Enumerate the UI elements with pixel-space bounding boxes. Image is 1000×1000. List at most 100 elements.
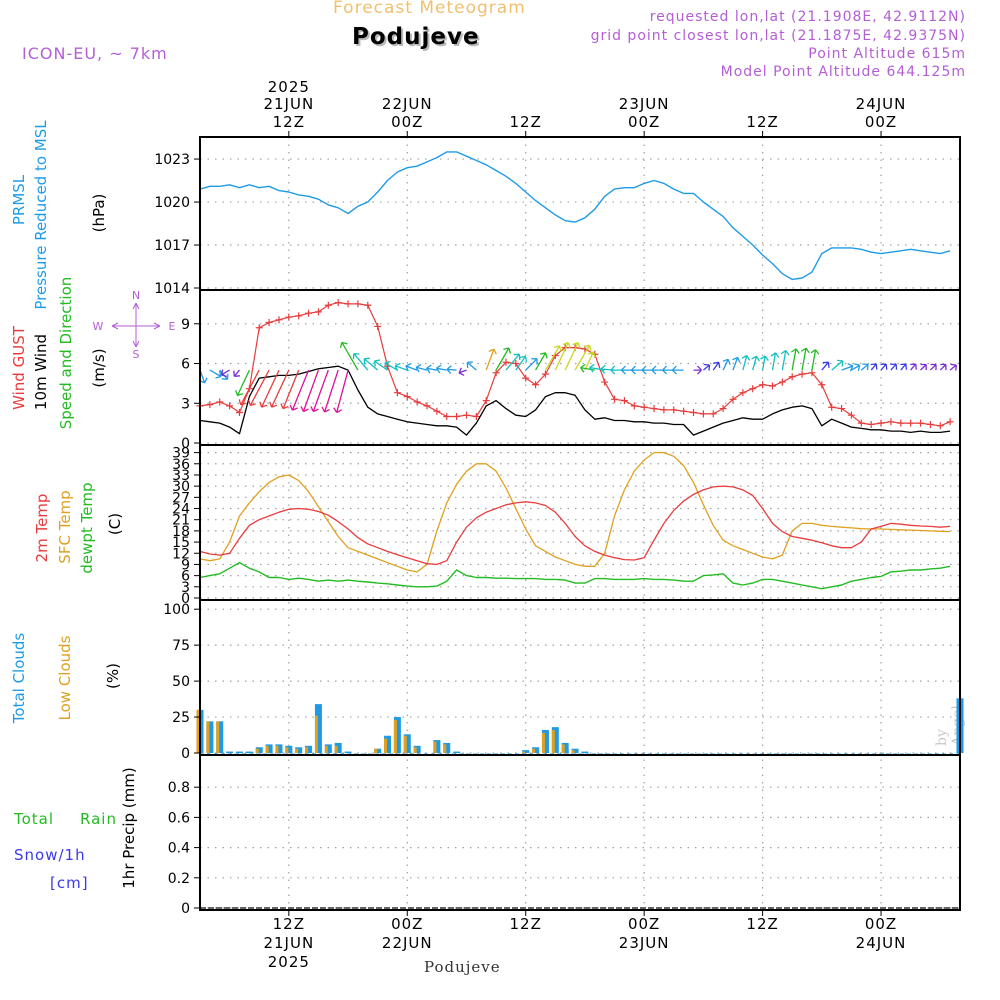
- total-label: Total: [13, 810, 54, 828]
- gust-point: [620, 397, 628, 405]
- gust-point: [462, 411, 470, 419]
- top-tick-hour: 12Z: [510, 113, 542, 131]
- total-clouds-bar: [532, 747, 540, 753]
- temp-unit-label: (C): [106, 513, 124, 535]
- pressure-label: Pressure Reduced to MSL: [32, 120, 50, 310]
- low-clouds-bar: [571, 750, 575, 753]
- low-clouds-bar: [384, 738, 388, 753]
- wind-direction-arrow: [485, 348, 497, 371]
- wind-direction-arrow: [220, 369, 230, 378]
- top-tick-hour: 12Z: [273, 113, 305, 131]
- low-clouds-bar: [522, 751, 526, 753]
- low-clouds-bar: [265, 745, 269, 753]
- total-clouds-bar: [334, 742, 342, 753]
- requested-coordinates: requested lon,lat (21.1908E, 42.9112N): [649, 9, 966, 25]
- wind-direction-arrow: [671, 365, 684, 375]
- bottom-tick-hour: 00Z: [391, 915, 423, 933]
- wind-direction-arrow: [821, 361, 830, 371]
- wind-direction-arrow: [333, 369, 349, 414]
- wind-direction-arrow: [741, 354, 751, 371]
- wind-direction-arrow: [525, 358, 538, 371]
- y-tick-label: 9: [181, 317, 190, 333]
- total-clouds-bar: [235, 751, 243, 753]
- gust-point: [226, 402, 234, 410]
- wind-direction-arrow: [535, 352, 548, 371]
- wind-direction-arrow: [851, 363, 861, 371]
- compass-north: N: [132, 289, 140, 302]
- y-tick-label: 3: [181, 396, 190, 412]
- gust-point: [364, 301, 372, 309]
- gust-point: [828, 403, 836, 411]
- wind-direction-arrow: [712, 361, 721, 371]
- gust-point: [305, 309, 313, 317]
- total-clouds-bar: [571, 748, 579, 753]
- wind-direction-arrow: [860, 363, 869, 371]
- bottom-tick-hour: 00Z: [865, 915, 897, 933]
- gust-point: [897, 419, 905, 427]
- gust-line: [199, 302, 951, 427]
- y-tick-label: 1014: [154, 281, 190, 297]
- gust-point: [206, 401, 214, 409]
- y-tick-label: 75: [172, 638, 190, 654]
- wind-direction-arrow: [900, 363, 908, 371]
- panel-frame: [199, 444, 961, 601]
- bottom-tick-hour: 00Z: [628, 915, 660, 933]
- y-tick-label: 21: [172, 513, 190, 529]
- pressure-line: [199, 151, 951, 281]
- gust-point: [808, 369, 816, 377]
- sfc-temp-label: SFC Temp: [56, 490, 74, 563]
- gust-point: [472, 413, 480, 421]
- wind-direction-arrow: [751, 355, 760, 371]
- gust-point: [907, 419, 915, 427]
- panel-frame: [199, 599, 961, 756]
- wind-direction-arrow: [810, 349, 820, 371]
- compass-rose-icon: [111, 302, 161, 348]
- wind-direction-arrow: [770, 352, 780, 371]
- low-clouds-label: Low Clouds: [56, 635, 74, 720]
- wind-direction-arrow: [760, 355, 769, 371]
- total-clouds-bar: [374, 748, 382, 753]
- low-clouds-bar: [196, 709, 200, 753]
- gust-point: [502, 358, 510, 366]
- top-tick-hour: 00Z: [391, 113, 423, 131]
- gust-point: [798, 370, 806, 378]
- wind-direction-arrow: [702, 363, 711, 371]
- gust-point: [265, 318, 273, 326]
- wind-direction-arrow: [339, 341, 359, 371]
- bottom-tick-date: 23JUN: [619, 934, 670, 952]
- y-tick-label: 27: [172, 490, 190, 506]
- y-tick-label: 9: [181, 557, 190, 573]
- wind-direction-arrow: [269, 369, 290, 408]
- wind-direction-arrow: [574, 344, 592, 371]
- y-tick-label: 33: [172, 468, 190, 484]
- chart-title: Forecast Meteogram: [333, 0, 526, 18]
- gust-point: [709, 410, 717, 418]
- top-tick-year: 2025: [268, 78, 310, 96]
- wind-direction-arrow: [321, 369, 339, 413]
- gust-point: [492, 369, 500, 377]
- y-tick-label: 24: [172, 502, 190, 518]
- panel-frame: [199, 754, 961, 911]
- gust-point: [295, 312, 303, 320]
- wind-direction-arrow: [384, 360, 398, 371]
- total-clouds-bar: [285, 745, 293, 753]
- wind-direction-arrow: [831, 359, 844, 371]
- total-clouds-bar: [551, 727, 559, 753]
- gust-point: [838, 405, 846, 413]
- wind-direction-arrow: [800, 347, 810, 371]
- wind-direction-arrow: [238, 369, 260, 406]
- y-tick-label: 25: [172, 710, 190, 726]
- gust-point: [699, 410, 707, 418]
- total-clouds-bar: [206, 721, 214, 753]
- gust-point: [867, 420, 875, 428]
- wind-direction-arrow: [289, 369, 310, 411]
- y-tick-label: 0: [181, 901, 190, 917]
- gust-point: [423, 402, 431, 410]
- wind-direction-arrow: [426, 364, 438, 374]
- dewpt-temp-label: dewpt Temp: [78, 482, 96, 573]
- gust-point: [630, 402, 638, 410]
- top-tick-hour: 00Z: [628, 113, 660, 131]
- low-clouds-bar: [285, 747, 289, 753]
- gust-point: [443, 413, 451, 421]
